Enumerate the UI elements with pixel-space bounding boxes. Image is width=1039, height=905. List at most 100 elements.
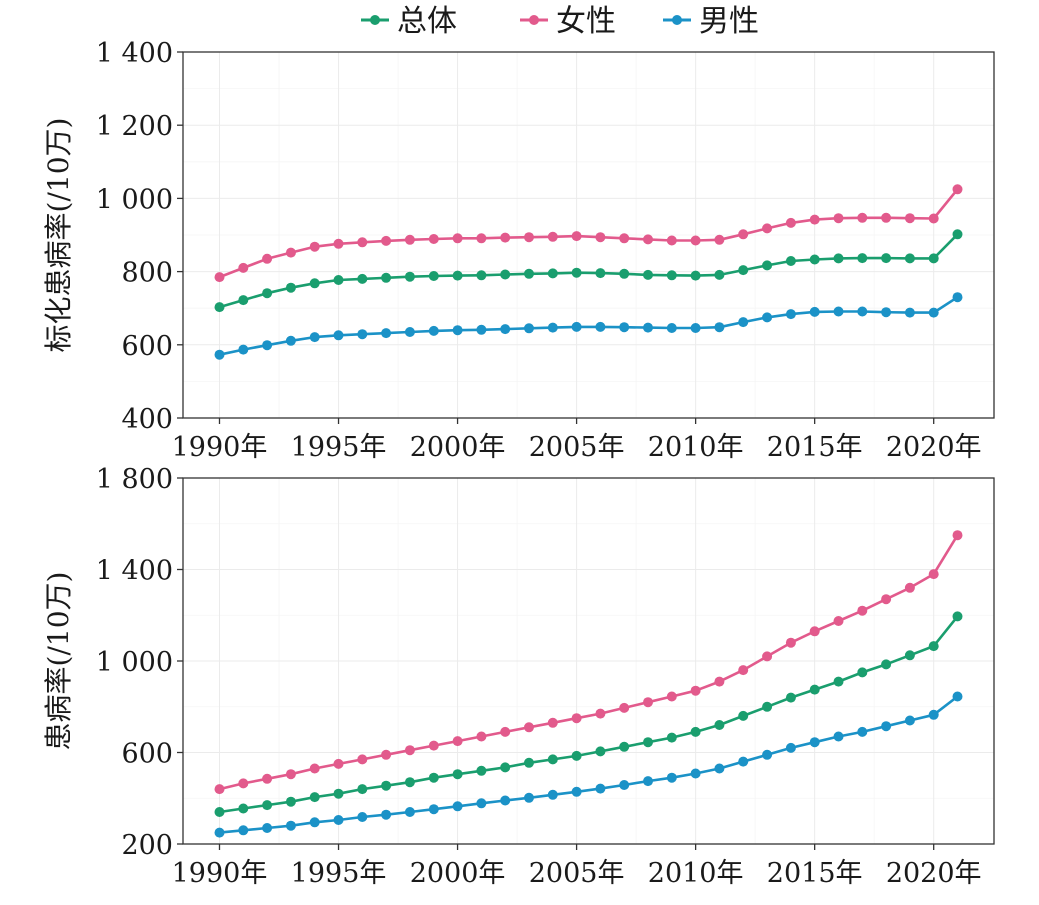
legend-label: 女性 bbox=[556, 4, 616, 39]
data-point bbox=[547, 322, 558, 333]
gridlines bbox=[183, 477, 994, 845]
data-point bbox=[571, 750, 582, 761]
data-point bbox=[214, 272, 225, 283]
data-point bbox=[785, 742, 796, 753]
data-point bbox=[904, 650, 915, 661]
data-point bbox=[404, 807, 415, 817]
data-point bbox=[881, 307, 892, 318]
data-point bbox=[262, 253, 273, 264]
data-point bbox=[666, 732, 677, 743]
series-0 bbox=[214, 184, 963, 283]
data-point bbox=[952, 292, 963, 303]
legend-item: 总体 bbox=[361, 4, 457, 39]
data-point bbox=[500, 232, 511, 243]
data-point bbox=[285, 820, 296, 831]
data-point bbox=[809, 684, 820, 695]
data-point bbox=[833, 306, 844, 317]
data-point bbox=[643, 322, 653, 333]
data-point bbox=[524, 232, 534, 243]
data-point bbox=[238, 778, 249, 789]
y-axis-title: 标化患病率(/10万) bbox=[42, 118, 75, 353]
x-tick-label: 2015年 bbox=[767, 432, 863, 463]
data-point bbox=[881, 253, 892, 264]
data-point bbox=[595, 268, 606, 279]
data-point bbox=[857, 212, 868, 223]
y-tick-label: 1 000 bbox=[96, 184, 173, 215]
data-point bbox=[404, 327, 415, 337]
data-point bbox=[238, 295, 249, 306]
data-point bbox=[833, 731, 844, 742]
x-tick-label: 1990年 bbox=[172, 858, 268, 889]
data-point bbox=[928, 213, 939, 224]
data-point bbox=[643, 234, 653, 245]
data-point bbox=[309, 817, 320, 828]
data-point bbox=[285, 335, 296, 346]
data-point bbox=[785, 309, 796, 320]
data-point bbox=[762, 312, 773, 323]
y-tick-label: 1 800 bbox=[96, 464, 173, 495]
legend-label: 总体 bbox=[397, 4, 457, 39]
data-point bbox=[619, 268, 630, 279]
x-tick-label: 2010年 bbox=[648, 858, 744, 889]
legend-key-marker bbox=[529, 15, 539, 25]
data-point bbox=[952, 184, 963, 195]
data-point bbox=[285, 769, 296, 780]
data-point bbox=[404, 271, 415, 282]
data-point bbox=[881, 721, 892, 732]
data-point bbox=[381, 809, 392, 820]
data-point bbox=[309, 241, 320, 252]
data-point bbox=[452, 270, 463, 281]
series-2 bbox=[214, 691, 963, 838]
data-point bbox=[809, 626, 820, 637]
data-point bbox=[309, 792, 320, 803]
data-point bbox=[309, 332, 320, 343]
data-point bbox=[262, 773, 273, 784]
data-point bbox=[595, 321, 606, 332]
data-point bbox=[381, 780, 392, 791]
x-tick-label: 1990年 bbox=[172, 432, 268, 463]
data-point bbox=[952, 691, 963, 702]
x-tick-label: 2005年 bbox=[529, 858, 625, 889]
data-point bbox=[428, 740, 439, 751]
x-axis: 1990年 1995年 2000年 2005年 2010年 2015年 2020年 bbox=[172, 418, 982, 463]
data-point bbox=[428, 325, 439, 336]
data-point bbox=[952, 611, 963, 622]
x-tick-label: 2010年 bbox=[648, 432, 744, 463]
data-point bbox=[809, 214, 820, 225]
y-axis-title: 患病率(/10万) bbox=[42, 572, 75, 751]
legend-key-marker bbox=[370, 15, 380, 25]
data-point bbox=[547, 789, 558, 800]
y-tick-label: 1 200 bbox=[96, 111, 173, 142]
data-point bbox=[785, 217, 796, 228]
data-point bbox=[333, 788, 344, 799]
data-point bbox=[690, 323, 701, 333]
data-point bbox=[524, 323, 534, 334]
data-point bbox=[500, 324, 511, 335]
data-point bbox=[714, 269, 725, 280]
y-tick-label: 1 400 bbox=[96, 556, 173, 587]
data-point bbox=[285, 282, 296, 293]
series-1 bbox=[214, 229, 963, 313]
data-point bbox=[762, 749, 773, 760]
data-point bbox=[690, 726, 701, 737]
data-point bbox=[476, 731, 487, 742]
data-point bbox=[357, 812, 368, 822]
data-point bbox=[643, 737, 653, 748]
data-point bbox=[500, 762, 511, 773]
data-point bbox=[762, 701, 773, 712]
x-tick-label: 2020年 bbox=[886, 858, 982, 889]
data-point bbox=[857, 667, 868, 678]
data-point bbox=[547, 717, 558, 728]
x-tick-label: 1995年 bbox=[291, 432, 387, 463]
data-point bbox=[785, 256, 796, 266]
data-point bbox=[309, 278, 320, 289]
data-point bbox=[619, 702, 630, 713]
data-point bbox=[381, 749, 392, 760]
data-point bbox=[238, 262, 249, 273]
data-point bbox=[857, 605, 868, 616]
data-point bbox=[690, 235, 701, 246]
data-point bbox=[571, 713, 582, 724]
data-point bbox=[762, 223, 773, 234]
series-1 bbox=[214, 611, 963, 817]
